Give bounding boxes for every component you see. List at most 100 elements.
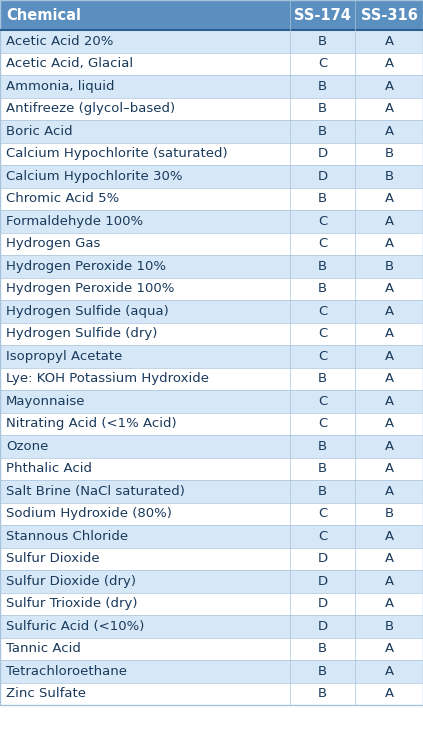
- Bar: [0, 548, 290, 570]
- Bar: [290, 570, 355, 592]
- Bar: [0, 368, 290, 390]
- Text: Sulfuric Acid (<10%): Sulfuric Acid (<10%): [6, 620, 144, 633]
- Text: Zinc Sulfate: Zinc Sulfate: [6, 687, 86, 700]
- Text: A: A: [385, 305, 394, 318]
- Text: A: A: [385, 575, 394, 588]
- Text: B: B: [385, 147, 394, 160]
- Bar: [0, 0, 290, 30]
- Bar: [0, 503, 290, 525]
- Bar: [0, 75, 290, 98]
- Text: B: B: [318, 687, 327, 700]
- Text: A: A: [385, 57, 394, 71]
- Text: B: B: [318, 193, 327, 205]
- Bar: [290, 548, 355, 570]
- Text: A: A: [385, 35, 394, 48]
- Bar: [355, 592, 423, 615]
- Text: Tannic Acid: Tannic Acid: [6, 642, 81, 655]
- Text: A: A: [385, 664, 394, 678]
- Text: Tetrachloroethane: Tetrachloroethane: [6, 664, 127, 678]
- Bar: [355, 503, 423, 525]
- Bar: [290, 368, 355, 390]
- Text: A: A: [385, 440, 394, 453]
- Text: C: C: [318, 417, 327, 430]
- Text: A: A: [385, 282, 394, 295]
- Bar: [290, 278, 355, 300]
- Text: A: A: [385, 642, 394, 655]
- Bar: [290, 143, 355, 165]
- Bar: [355, 143, 423, 165]
- Text: B: B: [318, 102, 327, 115]
- Bar: [0, 323, 290, 345]
- Bar: [0, 525, 290, 548]
- Bar: [290, 345, 355, 368]
- Bar: [0, 30, 290, 52]
- Bar: [355, 390, 423, 412]
- Bar: [290, 165, 355, 187]
- Bar: [355, 255, 423, 278]
- Bar: [0, 390, 290, 412]
- Bar: [0, 637, 290, 660]
- Text: Hydrogen Peroxide 10%: Hydrogen Peroxide 10%: [6, 259, 166, 273]
- Bar: [290, 435, 355, 457]
- Text: Mayonnaise: Mayonnaise: [6, 395, 85, 408]
- Bar: [0, 255, 290, 278]
- Text: C: C: [318, 57, 327, 71]
- Text: D: D: [318, 552, 327, 565]
- Bar: [290, 683, 355, 705]
- Text: Formaldehyde 100%: Formaldehyde 100%: [6, 215, 143, 228]
- Bar: [0, 165, 290, 187]
- Text: D: D: [318, 575, 327, 588]
- Bar: [290, 592, 355, 615]
- Bar: [0, 683, 290, 705]
- Text: A: A: [385, 395, 394, 408]
- Bar: [290, 637, 355, 660]
- Text: Acetic Acid, Glacial: Acetic Acid, Glacial: [6, 57, 133, 71]
- Bar: [355, 637, 423, 660]
- Text: B: B: [318, 485, 327, 498]
- Text: D: D: [318, 598, 327, 610]
- Bar: [355, 525, 423, 548]
- Text: SS-174: SS-174: [294, 7, 351, 23]
- Text: A: A: [385, 530, 394, 542]
- Bar: [290, 75, 355, 98]
- Text: B: B: [318, 35, 327, 48]
- Bar: [355, 412, 423, 435]
- Bar: [0, 615, 290, 637]
- Text: Chromic Acid 5%: Chromic Acid 5%: [6, 193, 119, 205]
- Bar: [0, 300, 290, 323]
- Bar: [355, 368, 423, 390]
- Bar: [290, 503, 355, 525]
- Text: Ammonia, liquid: Ammonia, liquid: [6, 80, 115, 93]
- Bar: [355, 435, 423, 457]
- Text: C: C: [318, 530, 327, 542]
- Text: A: A: [385, 485, 394, 498]
- Bar: [0, 278, 290, 300]
- Text: Acetic Acid 20%: Acetic Acid 20%: [6, 35, 113, 48]
- Text: A: A: [385, 125, 394, 137]
- Text: A: A: [385, 193, 394, 205]
- Bar: [290, 187, 355, 210]
- Text: A: A: [385, 237, 394, 250]
- Bar: [290, 300, 355, 323]
- Bar: [0, 412, 290, 435]
- Bar: [355, 52, 423, 75]
- Text: Hydrogen Peroxide 100%: Hydrogen Peroxide 100%: [6, 282, 174, 295]
- Bar: [290, 412, 355, 435]
- Bar: [290, 210, 355, 232]
- Bar: [355, 660, 423, 683]
- Bar: [290, 120, 355, 143]
- Text: Phthalic Acid: Phthalic Acid: [6, 462, 92, 476]
- Text: B: B: [318, 440, 327, 453]
- Bar: [0, 232, 290, 255]
- Text: A: A: [385, 327, 394, 340]
- Text: A: A: [385, 102, 394, 115]
- Text: C: C: [318, 237, 327, 250]
- Bar: [355, 0, 423, 30]
- Text: SS-316: SS-316: [361, 7, 418, 23]
- Text: C: C: [318, 305, 327, 318]
- Bar: [290, 0, 355, 30]
- Bar: [355, 278, 423, 300]
- Text: A: A: [385, 417, 394, 430]
- Text: Lye: KOH Potassium Hydroxide: Lye: KOH Potassium Hydroxide: [6, 372, 209, 385]
- Text: C: C: [318, 350, 327, 363]
